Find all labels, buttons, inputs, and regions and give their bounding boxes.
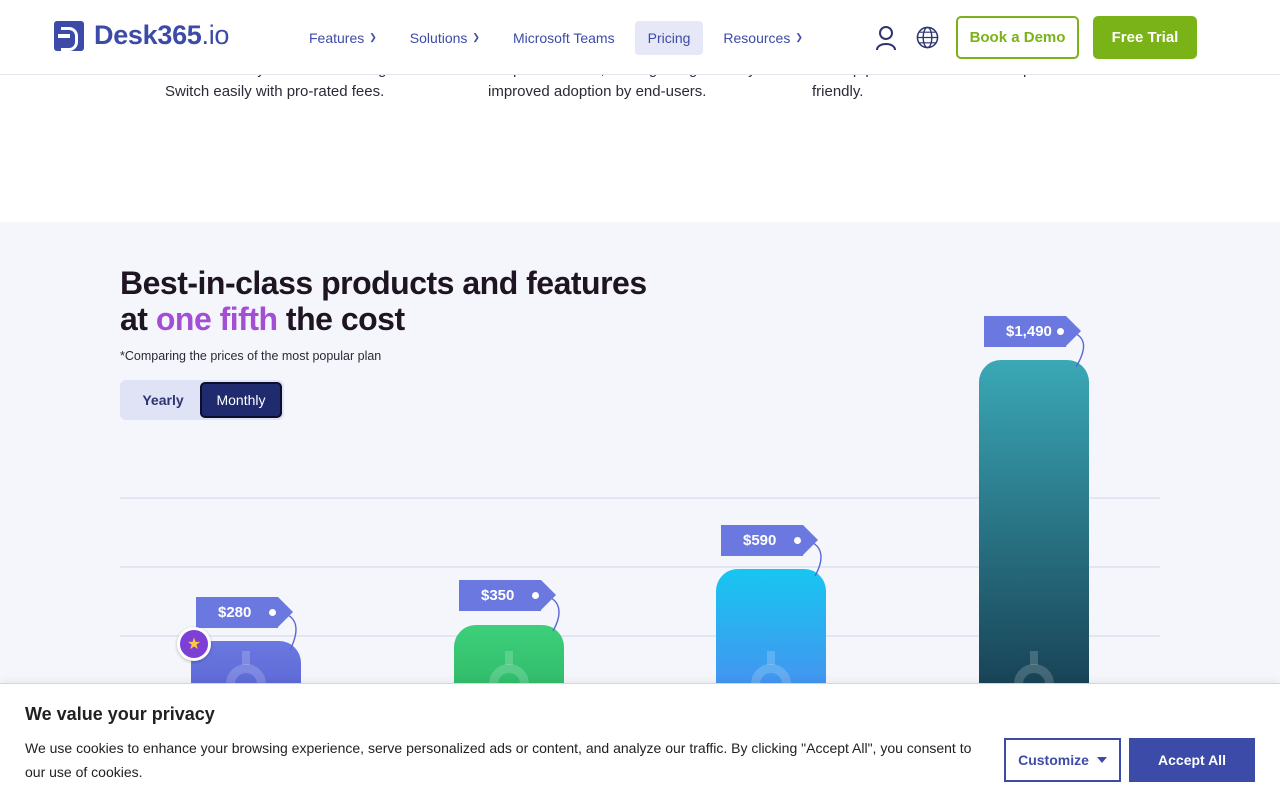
free-trial-button[interactable]: Free Trial xyxy=(1093,16,1197,59)
desk365-logo[interactable]: Desk365.io xyxy=(54,20,229,51)
toggle-monthly[interactable]: Monthly xyxy=(200,382,282,418)
toggle-yearly[interactable]: Yearly xyxy=(142,392,184,408)
main-menu: Features ❯ Solutions ❯ Microsoft Teams Pri… xyxy=(296,21,823,55)
price-tag-1: $280 xyxy=(196,597,293,628)
logo-text: Desk365.io xyxy=(94,20,230,50)
chevron-down-icon: ❯ xyxy=(472,31,480,42)
menu-item-resources[interactable]: Resources ❯ xyxy=(723,30,803,46)
chevron-down-icon: ❯ xyxy=(369,31,377,42)
menu-item-solutions[interactable]: Solutions ❯ xyxy=(409,30,480,46)
star-icon: ★ xyxy=(177,627,211,661)
globe-icon[interactable] xyxy=(916,26,939,49)
pricing-headline: Best-in-class products and features at o… xyxy=(120,265,647,337)
accept-all-button[interactable]: Accept All xyxy=(1129,738,1255,782)
cookie-text: We use cookies to enhance your browsing … xyxy=(25,740,972,780)
chevron-down-icon: ❯ xyxy=(795,31,803,42)
cookie-consent-banner: We value your privacy We use cookies to … xyxy=(0,683,1280,800)
comparison-note: *Comparing the prices of the most popula… xyxy=(120,349,382,363)
price-tag-3: $590 xyxy=(721,525,818,556)
user-icon[interactable] xyxy=(875,25,897,51)
gridline xyxy=(120,635,1160,637)
price-tag-4: $1,490 xyxy=(984,316,1081,347)
billing-toggle: Yearly Monthly xyxy=(120,380,284,420)
gridline xyxy=(120,497,1160,499)
price-bar-4 xyxy=(979,360,1089,701)
caret-down-icon xyxy=(1096,757,1107,763)
book-demo-button[interactable]: Book a Demo xyxy=(956,16,1079,59)
price-tag-2: $350 xyxy=(459,580,556,611)
menu-item-features[interactable]: Features ❯ xyxy=(309,30,377,46)
customize-button[interactable]: Customize xyxy=(1004,738,1121,782)
menu-item-pricing[interactable]: Pricing xyxy=(634,21,704,55)
price-bar-3 xyxy=(716,569,826,701)
cookie-title: We value your privacy xyxy=(25,704,215,724)
logo-icon xyxy=(54,20,84,51)
top-navigation: Desk365.io Features ❯ Solutions ❯ Microsof… xyxy=(0,0,1280,75)
menu-item-microsoft-teams[interactable]: Microsoft Teams xyxy=(512,30,615,46)
gridline xyxy=(120,566,1160,568)
